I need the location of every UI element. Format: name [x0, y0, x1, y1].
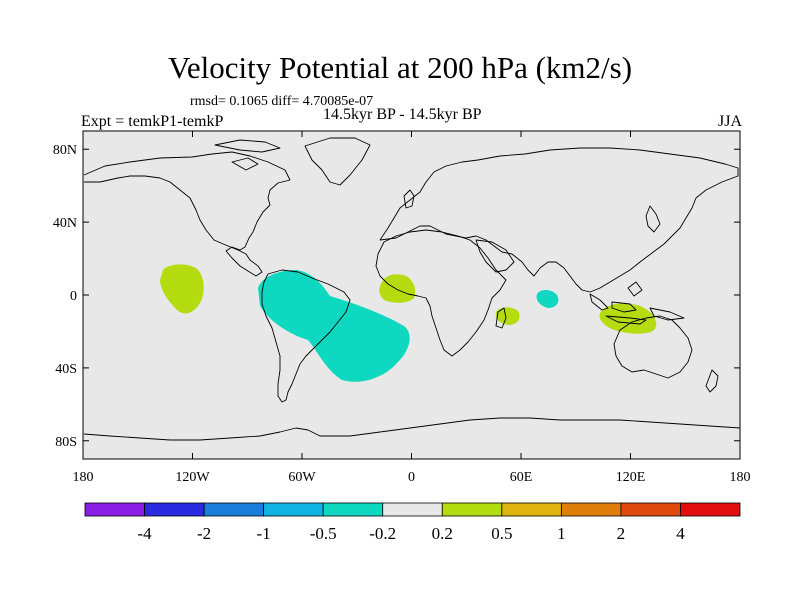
region-west-africa-positive: [379, 274, 416, 303]
season-label: JJA: [717, 113, 742, 130]
colorbar-swatch-3: [263, 502, 324, 517]
experiment-label: Expt = temkP1-temkP: [81, 113, 224, 130]
region-madagascar-positive: [495, 307, 520, 325]
colorbar-swatch-2: [203, 502, 265, 517]
coastline-arctic-islands: [214, 139, 281, 171]
coastline-british-isles: [403, 189, 415, 209]
colorbar-swatch-1: [144, 502, 205, 517]
colorbar-label-7: 1: [557, 524, 566, 543]
colorbar-label-8: 2: [617, 524, 626, 543]
coastline-japan: [645, 205, 661, 233]
coastline-africa: [375, 229, 507, 357]
colorbar-swatch-9: [620, 502, 681, 517]
coastline-indonesia: [589, 281, 685, 325]
colorbar: -4 -2 -1 -0.5 -0.2 0.2 0.5 1 2 4: [84, 502, 741, 543]
x-tick-label-6: 180: [730, 470, 751, 485]
period-label: 14.5kyr BP - 14.5kyr BP: [323, 106, 482, 123]
chart-title: Velocity Potential at 200 hPa (km2/s): [167, 50, 633, 85]
coastline-south-america: [261, 269, 351, 403]
y-tick-label-3: 40S: [55, 362, 77, 377]
colorbar-swatch-7: [501, 502, 562, 517]
x-axis: 180 120W 60W 0 60E 120E 180: [73, 131, 751, 485]
y-tick-label-4: 80S: [55, 435, 77, 450]
x-tick-label-3: 0: [408, 470, 415, 485]
y-axis: 80N 40N 0 40S 80S: [53, 143, 740, 450]
region-south-america-atlantic-negative: [258, 270, 410, 382]
colorbar-label-2: -1: [257, 524, 271, 543]
colorbar-swatch-6: [441, 502, 503, 517]
colorbar-swatch-10: [680, 502, 741, 517]
colorbar-label-5: 0.2: [432, 524, 453, 543]
colorbar-label-9: 4: [676, 524, 685, 543]
colorbar-swatch-8: [560, 502, 622, 517]
x-tick-label-2: 60W: [288, 470, 316, 485]
x-tick-label-1: 120W: [175, 470, 210, 485]
region-indian-ocean-negative: [536, 289, 559, 308]
stats-label: rmsd= 0.1065 diff= 4.70085e-07: [190, 94, 374, 109]
colorbar-label-0: -4: [137, 524, 152, 543]
coastline-madagascar: [495, 307, 507, 329]
coastline-new-zealand: [705, 369, 719, 393]
coastline-antarctica: [83, 417, 740, 441]
colorbar-swatch-5: [382, 502, 443, 517]
colorbar-swatch-0: [84, 502, 145, 517]
colorbar-label-6: 0.5: [491, 524, 512, 543]
coastline-greenland: [304, 137, 371, 186]
region-central-pacific-positive: [160, 264, 204, 314]
y-tick-label-0: 80N: [53, 143, 77, 158]
x-tick-label-5: 120E: [616, 470, 646, 485]
x-tick-label-4: 60E: [510, 470, 533, 485]
y-tick-label-2: 0: [70, 289, 77, 304]
coastline-eurasia: [379, 147, 739, 293]
colorbar-label-4: -0.2: [369, 524, 396, 543]
colorbar-swatch-4: [322, 502, 384, 517]
coastline-arabia: [475, 239, 515, 273]
coastline-north-america: [83, 151, 291, 277]
coastline-australia: [613, 315, 693, 379]
y-tick-label-1: 40N: [53, 216, 77, 231]
colorbar-label-1: -2: [197, 524, 211, 543]
x-tick-label-0: 180: [73, 470, 94, 485]
coastlines: [83, 137, 740, 441]
colorbar-label-3: -0.5: [310, 524, 337, 543]
